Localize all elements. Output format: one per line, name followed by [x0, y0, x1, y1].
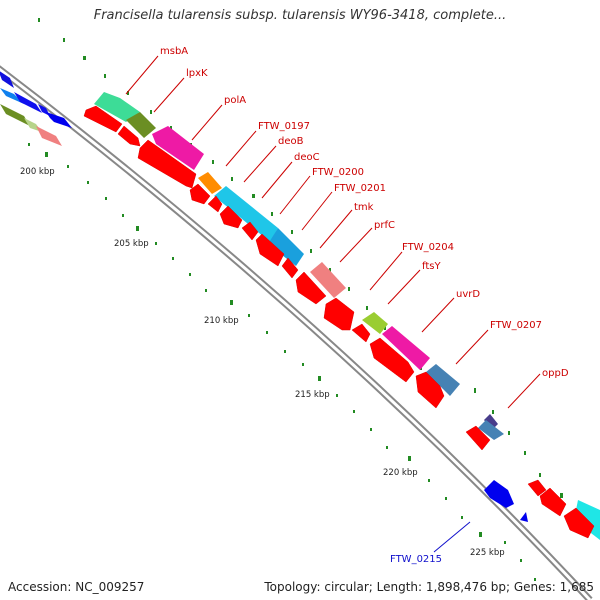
backbone [0, 65, 593, 600]
gene-label-oppD: oppD [542, 368, 569, 379]
left-edge-features [0, 71, 72, 146]
gene-label-polA: polA [224, 95, 246, 106]
gene-label-ftw0207: FTW_0207 [490, 320, 542, 331]
ruler-label-205: 205 kbp [114, 239, 149, 249]
outer-strand-genes [94, 92, 600, 540]
leader-lines [125, 55, 541, 409]
ruler-label-225: 225 kbp [470, 548, 505, 558]
gene-labels: msbA lpxK polA FTW_0197 deoB deoC FTW_02… [160, 46, 569, 565]
accession-text: Accession: NC_009257 [8, 580, 145, 594]
gene-label-prfC: prfC [374, 220, 395, 231]
gene-label-ftw0197: FTW_0197 [258, 121, 310, 132]
ruler-labels: 200 kbp 205 kbp 210 kbp 215 kbp 220 kbp … [20, 167, 505, 558]
ftw-0215-arrow [484, 480, 514, 508]
gene-label-ftw0204: FTW_0204 [402, 242, 454, 253]
reverse-strand-arrows [484, 480, 528, 522]
inner-strand-arrows [83, 105, 595, 539]
gene-label-lpxK: lpxK [186, 68, 208, 79]
ruler-label-220: 220 kbp [383, 468, 418, 478]
map-title: Francisella tularensis subsp. tularensis… [93, 8, 507, 23]
ruler-label-210: 210 kbp [204, 316, 239, 326]
gene-label-ftw0201: FTW_0201 [334, 183, 386, 194]
outer-dot-ring [38, 18, 580, 517]
gene-label-deoC: deoC [294, 152, 320, 163]
topology-summary: Topology: circular; Length: 1,898,476 bp… [264, 580, 594, 594]
leader-line-blue [433, 521, 471, 553]
gene-label-ftsY: ftsY [422, 261, 441, 272]
ruler-label-200: 200 kbp [20, 167, 55, 177]
gene-label-tmk: tmk [354, 202, 374, 213]
gene-label-ftw0215: FTW_0215 [390, 554, 442, 565]
gene-label-deoB: deoB [278, 136, 304, 147]
ruler-label-215: 215 kbp [295, 390, 330, 400]
small-blue-arrow [520, 512, 528, 522]
gene-label-uvrD: uvrD [456, 289, 480, 300]
gene-label-msbA: msbA [160, 46, 188, 57]
gene-label-ftw0200: FTW_0200 [312, 167, 364, 178]
inner-dot-ring [28, 143, 536, 581]
